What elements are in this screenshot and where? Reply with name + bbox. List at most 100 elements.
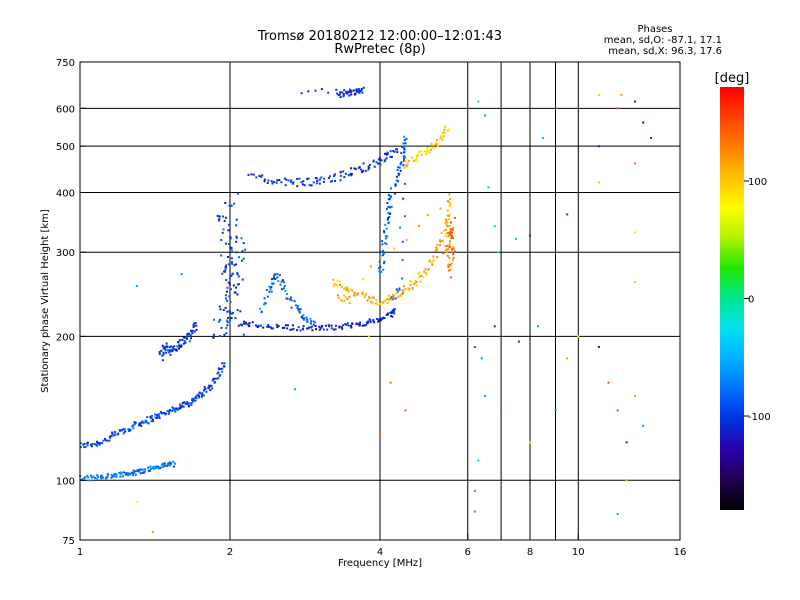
trace-point — [448, 234, 451, 237]
trace-point — [390, 187, 392, 190]
trace-point — [297, 309, 300, 312]
trace-point — [402, 142, 405, 145]
trace-point — [112, 434, 115, 437]
trace-point — [152, 467, 155, 470]
trace-point — [395, 179, 398, 182]
trace-point — [225, 279, 228, 281]
trace-point — [262, 326, 265, 329]
trace-point — [175, 407, 178, 410]
y-tick-label: 200 — [56, 332, 75, 343]
trace-point — [389, 212, 392, 215]
trace-point — [177, 341, 180, 344]
trace-point — [117, 432, 120, 435]
trace-point — [343, 300, 346, 303]
trace-point — [299, 308, 302, 311]
trace-point — [157, 413, 160, 416]
trace-point — [388, 198, 391, 201]
trace-point — [432, 259, 435, 262]
trace-point — [397, 290, 400, 293]
trace-point — [451, 228, 454, 231]
trace-point — [432, 255, 435, 258]
trace-point — [101, 442, 104, 445]
trace-point — [302, 180, 305, 183]
trace-point — [364, 169, 367, 172]
trace-point — [291, 182, 294, 185]
trace-point — [387, 298, 390, 301]
trace-point — [280, 280, 283, 283]
trace-point — [97, 476, 100, 478]
trace-point — [379, 317, 382, 320]
trace-point — [263, 178, 266, 181]
trace-point — [354, 168, 357, 171]
trace-point — [181, 404, 184, 407]
trace-point — [224, 297, 227, 300]
trace-point — [447, 235, 450, 238]
trace-point — [300, 181, 303, 184]
trace-point — [339, 283, 341, 286]
trace-point — [434, 249, 437, 252]
trace-point — [188, 402, 191, 405]
trace-point — [104, 439, 107, 442]
trace-point — [239, 310, 242, 313]
trace-point — [233, 264, 236, 267]
trace-point — [400, 293, 403, 296]
trace-point — [229, 236, 232, 239]
trace-point — [416, 155, 419, 158]
trace-point — [187, 404, 190, 407]
trace-point — [367, 335, 370, 338]
trace-point — [411, 156, 414, 159]
trace-point — [436, 143, 439, 146]
trace-point — [120, 471, 123, 474]
trace-point — [284, 324, 287, 327]
trace-point — [165, 342, 168, 345]
trace-point — [447, 215, 450, 217]
trace-point — [348, 302, 351, 304]
trace-point — [155, 467, 158, 470]
trace-point — [289, 328, 292, 331]
trace-point — [389, 150, 392, 153]
trace-point — [295, 304, 297, 307]
trace-point — [342, 170, 345, 173]
trace-point — [170, 350, 173, 353]
trace-point — [439, 135, 442, 138]
trace-point — [186, 401, 189, 403]
trace-point — [228, 204, 231, 207]
trace-point — [347, 91, 350, 94]
trace-point — [385, 152, 388, 155]
trace-point — [193, 322, 196, 325]
trace-point — [159, 466, 162, 469]
trace-point — [393, 247, 396, 250]
trace-point — [171, 406, 174, 409]
trace-point — [191, 399, 194, 401]
trace-point — [387, 211, 390, 214]
trace-point — [406, 161, 409, 164]
trace-point — [341, 327, 344, 330]
trace-point — [384, 158, 387, 161]
trace-point — [423, 270, 426, 273]
trace-point — [401, 240, 404, 243]
trace-point — [176, 408, 179, 411]
trace-point — [151, 530, 154, 533]
trace-point — [89, 443, 92, 446]
trace-point — [267, 179, 270, 182]
trace-point — [322, 180, 325, 183]
trace-point — [368, 167, 370, 170]
trace-point — [374, 302, 377, 305]
trace-point — [616, 409, 619, 412]
trace-point — [440, 137, 443, 140]
trace-point — [168, 349, 171, 352]
trace-point — [225, 264, 228, 267]
trace-point — [228, 243, 231, 245]
trace-point — [174, 349, 177, 351]
trace-point — [266, 182, 269, 184]
trace-point — [344, 323, 347, 326]
trace-point — [388, 216, 391, 219]
trace-point — [430, 261, 433, 264]
trace-point — [445, 248, 448, 251]
trace-point — [312, 323, 315, 326]
trace-point — [396, 169, 399, 171]
trace-point — [357, 90, 360, 93]
trace-point — [634, 231, 637, 234]
trace-point — [190, 403, 193, 406]
trace-point — [336, 294, 339, 297]
